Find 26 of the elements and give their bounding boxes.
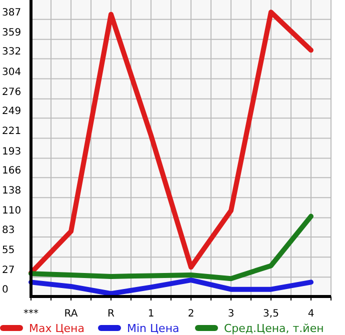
x-tick-label: 3 (228, 308, 234, 320)
y-tick-label: 83 (2, 225, 15, 236)
legend-label: Max Цена (29, 322, 84, 335)
legend-label: Min Цена (127, 322, 180, 335)
y-tick-label: 276 (2, 86, 22, 98)
x-tick-label: 1 (148, 308, 154, 320)
y-tick-label: 221 (2, 126, 22, 138)
y-tick-label: 138 (2, 186, 22, 197)
y-tick-label: 249 (2, 106, 22, 118)
y-tick-label: 359 (2, 27, 22, 38)
x-tick-label: 2 (188, 308, 194, 320)
x-tick-label: R (108, 308, 115, 320)
y-tick-label: 387 (2, 7, 22, 18)
y-tick-label: 166 (2, 166, 22, 177)
y-tick-label: 304 (2, 66, 22, 78)
y-tick-label: 27 (2, 265, 15, 276)
y-tick-label: 193 (2, 146, 22, 158)
y-tick-label: 55 (2, 245, 15, 256)
y-tick-label: 0 (2, 284, 8, 296)
x-tick-label: 4 (308, 308, 314, 320)
x-tick-label: RA (64, 308, 78, 320)
y-tick-label: 332 (2, 46, 22, 58)
y-tick-label: 110 (2, 206, 22, 217)
legend-label: Сред.Цена, т.йен (224, 322, 324, 335)
x-tick-label: *** (24, 308, 38, 320)
x-tick-label: 3,5 (263, 308, 279, 320)
